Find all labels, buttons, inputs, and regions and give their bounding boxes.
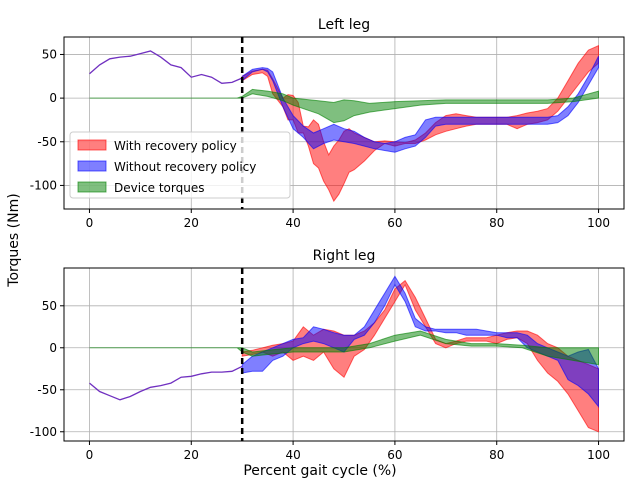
legend: With recovery policy Without recovery pol… <box>69 131 291 199</box>
legend-label-device: Device torques <box>114 181 204 195</box>
legend-swatch-with <box>77 139 107 151</box>
y-tick-label: 50 <box>42 47 57 61</box>
axes-frame <box>63 36 625 210</box>
band-without-1 <box>241 275 599 409</box>
x-tick-label: 40 <box>285 216 300 230</box>
band-device-1 <box>89 330 599 366</box>
legend-swatch-device <box>77 181 107 193</box>
y-tick-label: -50 <box>37 135 57 149</box>
x-tick-label: 40 <box>285 448 300 462</box>
legend-swatch-without <box>77 160 107 172</box>
chart-title: Right leg <box>313 248 376 264</box>
y-tick-label: -50 <box>37 383 57 397</box>
chart-title: Left leg <box>318 17 370 33</box>
y-tick-label: -100 <box>30 425 57 439</box>
x-tick-label: 80 <box>489 448 504 462</box>
x-tick-label: 0 <box>86 216 94 230</box>
band-without-0 <box>241 55 599 153</box>
axes-frame <box>63 267 625 442</box>
y-tick-label: 0 <box>49 341 57 355</box>
figure-y-label: Torques (Nm) <box>6 193 22 287</box>
y-tick-label: 0 <box>49 91 57 105</box>
y-tick-label: -100 <box>30 178 57 192</box>
x-tick-label: 20 <box>184 216 199 230</box>
pre-switch-line-1 <box>89 365 243 401</box>
chart-panel-1: 0 20 40 60 80 100 -100 -50 0 50 Right leg <box>30 248 625 462</box>
x-tick-label: 0 <box>86 448 94 462</box>
legend-label-without: Without recovery policy <box>114 160 256 174</box>
pre-switch-line-0 <box>89 50 243 84</box>
legend-box <box>69 131 291 199</box>
x-tick-label: 80 <box>489 216 504 230</box>
y-tick-label: 50 <box>42 299 57 313</box>
chart-panel-0: 0 20 40 60 80 100 -100 -50 0 50 Left leg With recov… <box>30 17 625 230</box>
plot-area <box>89 44 599 203</box>
figure-x-label: Percent gait cycle (%) <box>243 463 396 479</box>
x-tick-label: 100 <box>587 216 610 230</box>
band-device-0 <box>89 88 599 124</box>
plot-area <box>89 275 599 433</box>
x-tick-label: 20 <box>184 448 199 462</box>
x-tick-label: 60 <box>387 448 402 462</box>
x-tick-label: 60 <box>387 216 402 230</box>
x-tick-label: 100 <box>587 448 610 462</box>
legend-label-with: With recovery policy <box>114 139 237 153</box>
